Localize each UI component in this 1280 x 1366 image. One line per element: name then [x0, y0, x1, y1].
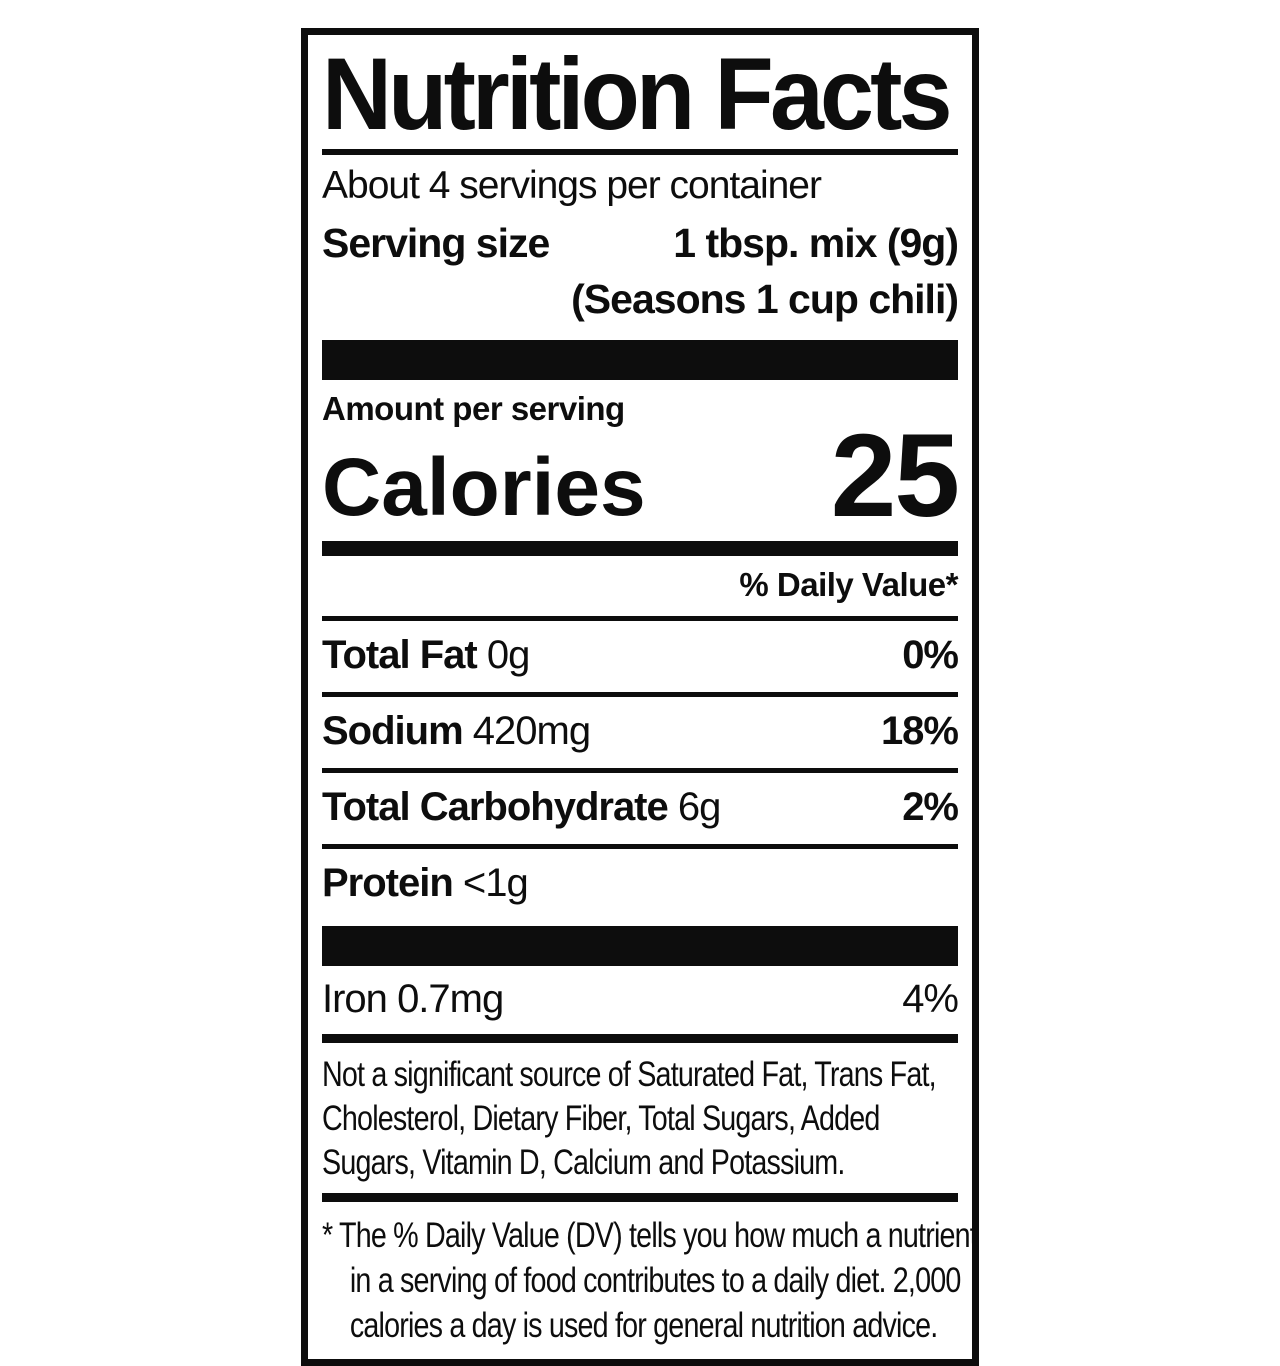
nutrient-dv: 2%: [902, 784, 959, 829]
micronutrient-row-iron: Iron 0.7mg 4%: [322, 966, 959, 1034]
serving-size-row: Serving size 1 tbsp. mix (9g): [322, 218, 959, 269]
nutrient-amount: 0g: [486, 632, 530, 677]
nutrient-name-amount: Total Carbohydrate 6g: [322, 784, 721, 830]
not-significant-text: Not a significant source of Saturated Fa…: [322, 1054, 937, 1183]
micronutrient-dv: 4%: [902, 976, 959, 1021]
nutrient-row-sodium: Sodium 420mg 18%: [322, 697, 959, 768]
nutrient-name: Total Fat: [322, 632, 478, 677]
serving-size-label: Serving size: [322, 219, 550, 266]
nutrient-row-total-carbohydrate: Total Carbohydrate 6g 2%: [322, 773, 959, 844]
nutrient-name: Sodium: [322, 708, 464, 753]
rule-above-total-fat: [322, 615, 958, 621]
calories-value: 25: [830, 410, 960, 543]
nutrient-name-amount: Total Fat 0g: [322, 632, 530, 678]
rule-below-total-fat: [322, 691, 958, 697]
calories-row: Calories 25: [322, 410, 960, 543]
label-title: Nutrition Facts: [322, 37, 953, 151]
section-bar-thick-bottom: [322, 925, 958, 966]
nutrient-name-amount: Protein <1g: [322, 860, 529, 906]
nutrient-dv: 0%: [902, 632, 959, 677]
nutrient-amount: <1g: [462, 860, 529, 905]
nutrient-name: Protein: [322, 860, 454, 905]
bar-below-iron: [322, 1033, 958, 1043]
calories-label: Calories: [322, 441, 646, 533]
micronutrient-amount: 0.7mg: [397, 976, 504, 1021]
section-bar-medium-calories: [322, 540, 958, 556]
nutrient-row-total-fat: Total Fat 0g 0%: [322, 621, 959, 692]
title-underline-rule: [322, 149, 958, 155]
page-background: Nutrition Facts About 4 servings per con…: [301, 28, 979, 1366]
label-title-wrap: Nutrition Facts: [322, 41, 958, 145]
nutrient-amount: 420mg: [472, 708, 591, 753]
nutrition-facts-label: Nutrition Facts About 4 servings per con…: [301, 28, 979, 1366]
servings-per-container: About 4 servings per container: [322, 164, 822, 207]
serving-size-note: (Seasons 1 cup chili): [571, 276, 959, 323]
nutrient-name-amount: Sodium 420mg: [322, 708, 591, 754]
serving-size-value: 1 tbsp. mix (9g): [673, 219, 959, 266]
bar-above-footnote: [322, 1193, 958, 1203]
daily-value-header: % Daily Value*: [739, 565, 958, 603]
micronutrient-name: Iron: [322, 976, 388, 1021]
footnote-marker: *: [322, 1216, 333, 1256]
section-bar-thick-top: [322, 340, 958, 381]
rule-below-sodium: [322, 767, 958, 773]
micronutrient-name-amount: Iron 0.7mg: [322, 976, 504, 1022]
daily-value-footnote: * The % Daily Value (DV) tells you how m…: [322, 1214, 977, 1348]
amount-per-serving-label: Amount per serving: [322, 390, 625, 428]
rule-below-total-carbohydrate: [322, 843, 958, 849]
nutrient-row-protein: Protein <1g: [322, 849, 958, 920]
footnote-text: The % Daily Value (DV) tells you how muc…: [338, 1216, 977, 1345]
nutrient-amount: 6g: [677, 784, 721, 829]
nutrient-dv: 18%: [880, 708, 959, 753]
nutrient-name: Total Carbohydrate: [322, 784, 669, 829]
